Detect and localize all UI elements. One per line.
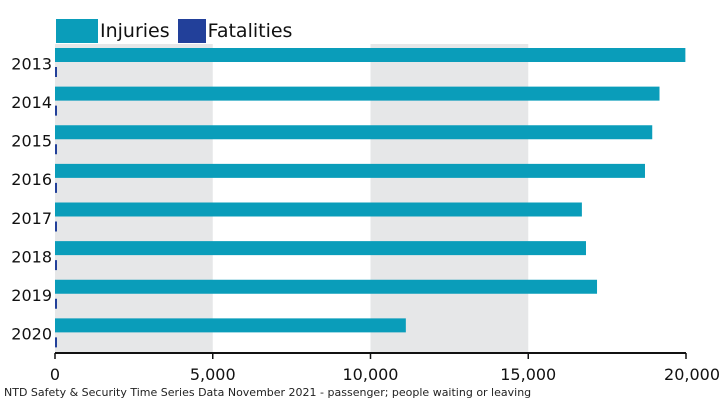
y-tick-label-2016: 2016 <box>11 170 52 189</box>
legend-swatch-fatalities <box>177 19 206 43</box>
bar-fatalities-2020 <box>55 337 57 348</box>
legend-item-injuries: Injuries <box>56 19 172 43</box>
x-tick-label: 15,000 <box>500 365 556 384</box>
bar-fatalities-2018 <box>55 260 57 271</box>
legend-label-fatalities: Fatalities <box>207 20 293 42</box>
bar-fatalities-2019 <box>55 298 57 309</box>
source-note: NTD Safety & Security Time Series Data N… <box>4 386 532 399</box>
bar-injuries-2015 <box>55 125 653 140</box>
bar-fatalities-2015 <box>55 144 57 155</box>
bar-fatalities-2013 <box>55 67 57 77</box>
legend-swatch-injuries <box>56 19 98 43</box>
bar-injuries-2017 <box>55 202 582 217</box>
y-tick-label-2013: 2013 <box>11 54 52 73</box>
bar-fatalities-2016 <box>55 182 57 193</box>
x-tick-label: 0 <box>50 365 60 384</box>
bar-injuries-2018 <box>55 241 586 256</box>
legend-label-injuries: Injuries <box>100 20 170 42</box>
legend: Injuries Fatalities <box>56 19 300 43</box>
bar-fatalities-2014 <box>55 105 57 116</box>
bar-fatalities-2017 <box>55 221 57 232</box>
y-tick-label-2019: 2019 <box>11 286 52 305</box>
bar-injuries-2016 <box>55 163 645 178</box>
bar-injuries-2013 <box>55 48 686 62</box>
x-tick-label: 10,000 <box>343 365 399 384</box>
legend-item-fatalities: Fatalities <box>177 19 295 43</box>
x-tick-label: 5,000 <box>190 365 236 384</box>
y-tick-label-2014: 2014 <box>11 93 52 112</box>
y-tick-label-2015: 2015 <box>11 132 52 151</box>
bar-injuries-2020 <box>55 318 406 333</box>
x-tick-label: 20,000 <box>664 365 720 384</box>
bar-injuries-2019 <box>55 279 598 294</box>
y-tick-label-2018: 2018 <box>11 247 52 266</box>
bar-injuries-2014 <box>55 86 660 101</box>
y-tick-label-2017: 2017 <box>11 209 52 228</box>
y-tick-label-2020: 2020 <box>11 325 52 344</box>
